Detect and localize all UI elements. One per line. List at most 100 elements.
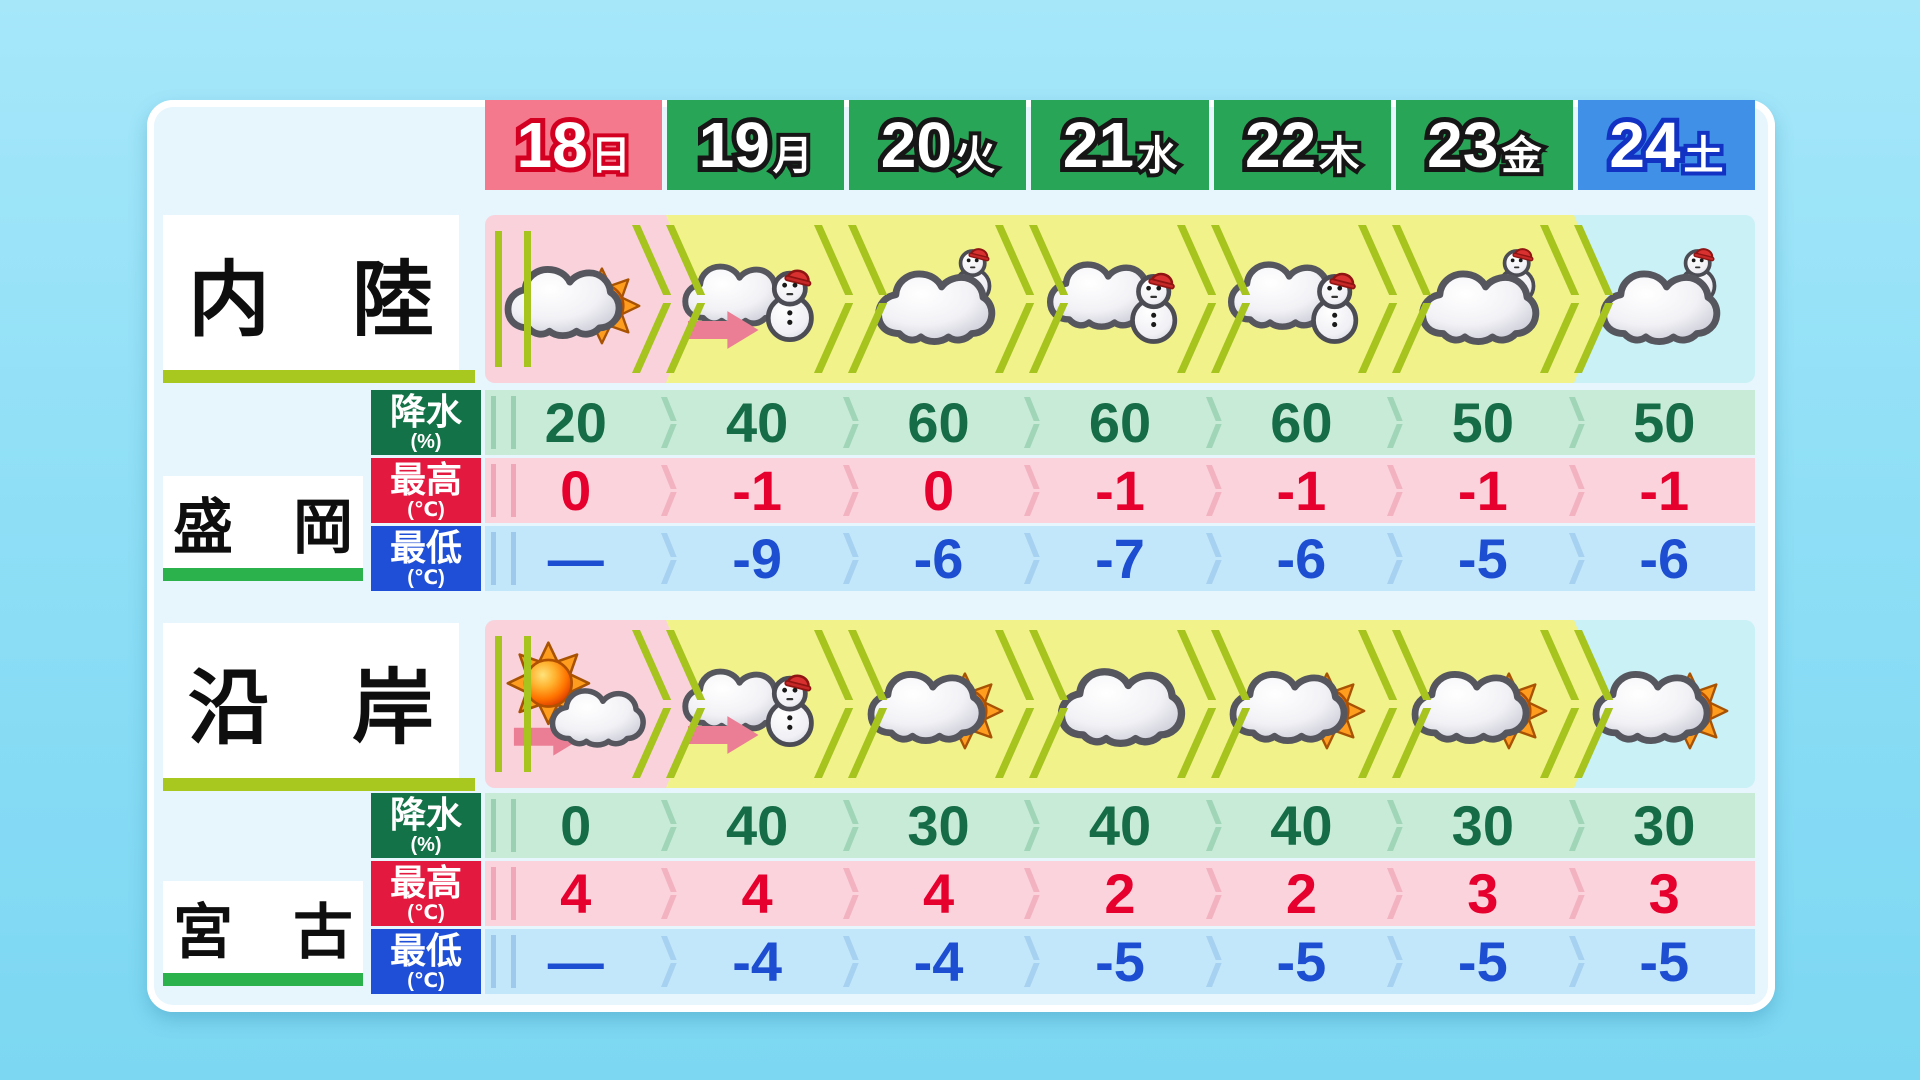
weather-icon-cell [1574,620,1755,788]
region-label-inland: 内 陸 [163,215,459,370]
cloud-with-snow-icon [1225,223,1377,375]
weather-icon-cell [1211,215,1392,383]
day-header-weekday: 21 水 [1031,100,1209,190]
date-header-row: 18 日 19 月 20 火 21 水 22 木 23 金 24 土 [485,100,1755,190]
value-cell: 30 [848,793,1029,858]
value-cell: -7 [1029,526,1210,591]
precip-value: 60 [1270,391,1333,454]
region-label-coast: 沿 岸 [163,623,459,778]
precip-row-morioka: 降水 (%) 20 40 60 60 60 50 50 [371,390,1755,455]
row-start-bars [495,636,531,772]
date-number: 20 [881,100,952,190]
weather-icon-row-coast [485,620,1755,788]
precip-value: 0 [560,794,592,857]
precip-value: 30 [907,794,970,857]
value-cell: -1 [666,458,847,523]
row-start-bars [491,532,516,585]
value-cell: -1 [1392,458,1573,523]
high-temp-value: 0 [560,459,592,522]
day-of-week: 火 [955,136,995,176]
value-cell: 20 [485,390,666,455]
forecast-panel: 18 日 19 月 20 火 21 水 22 木 23 金 24 土 内 陸 [147,100,1775,1012]
cloud-icon [1044,628,1196,780]
precip-value: 50 [1633,391,1696,454]
value-cell: 30 [1392,793,1573,858]
cloud-with-snow-icon [863,223,1015,375]
region-name: 内 陸 [187,255,434,346]
cloud-later-snow-icon [681,628,833,780]
value-cell: -6 [1211,526,1392,591]
row-start-bars [491,396,516,449]
value-cell: -4 [848,929,1029,994]
weather-icon-cell [848,620,1029,788]
weather-icon-cell [485,215,666,383]
value-cell: -4 [666,929,847,994]
value-cell: 3 [1574,861,1755,926]
city-underline [163,973,363,986]
precip-value: 20 [544,391,607,454]
low-temp-value: -4 [732,930,783,993]
day-header-weekday: 23 金 [1395,100,1573,190]
chip-unit: (℃) [407,566,445,589]
weather-icon-cell [666,620,847,788]
high-temp-value: 4 [922,862,955,925]
date-number: 21 [1063,100,1134,190]
value-cell: 40 [1211,793,1392,858]
row-start-bars [491,867,516,920]
value-cell: -1 [1574,458,1755,523]
low-temp-chip: 最低 (℃) [371,929,481,994]
precip-value: 30 [1451,794,1514,857]
low-temp-value: -5 [1457,527,1508,590]
precip-chip: 降水 (%) [371,793,481,858]
low-temp-value: — [547,527,604,590]
chip-unit: (℃) [407,498,445,521]
value-cell: -9 [666,526,847,591]
high-temp-value: 2 [1104,862,1136,925]
high-temp-value: -1 [1639,459,1690,522]
day-of-week: 木 [1319,136,1359,176]
region-name: 沿 岸 [187,663,434,754]
day-header-sunday: 18 日 [485,100,663,190]
chip-label: 最低 [389,929,462,971]
cloud-partly-sun-icon [1588,628,1740,780]
high-temp-value: -1 [732,459,783,522]
high-temp-chip: 最高 (℃) [371,458,481,523]
chip-label: 最高 [389,458,462,500]
value-cell: 3 [1392,861,1573,926]
date-number: 22 [1245,100,1316,190]
value-cell: 40 [666,793,847,858]
value-cell: 50 [1574,390,1755,455]
value-cell: -6 [848,526,1029,591]
date-number: 18 [516,100,587,190]
region-underline [163,778,475,791]
value-cell: 0 [485,793,666,858]
day-of-week: 水 [1137,136,1177,176]
high-temp-chip: 最高 (℃) [371,861,481,926]
high-temp-row-morioka: 最高 (℃) 0 -1 0 -1 -1 -1 -1 [371,458,1755,523]
row-start-bars [491,799,516,852]
date-number: 24 [1609,100,1680,190]
chip-unit: (%) [410,430,442,453]
value-cell: -1 [1029,458,1210,523]
cloud-then-sun-icon [500,223,652,375]
precip-value: 60 [907,391,970,454]
low-temp-value: -5 [1276,930,1327,993]
precip-row-miyako: 降水 (%) 0 40 30 40 40 30 30 [371,793,1755,858]
low-temp-value: — [547,930,604,993]
weather-icon-cell [1029,620,1210,788]
city-name: 盛 岡 [173,493,353,561]
precip-value: 40 [725,391,789,454]
precip-value: 30 [1633,794,1696,857]
high-temp-value: 2 [1285,862,1317,925]
region-underline [163,370,475,383]
high-temp-value: -1 [1457,459,1508,522]
low-temp-value: -7 [1095,527,1145,590]
weather-icon-cell [1392,215,1573,383]
low-temp-row-miyako: 最低 (℃) — -4 -4 -5 -5 -5 -5 [371,929,1755,994]
low-temp-value: -5 [1639,930,1690,993]
sun-later-cloud-icon [500,628,652,780]
precip-value: 50 [1451,391,1514,454]
value-cell: 30 [1574,793,1755,858]
precip-value: 40 [1270,794,1333,857]
city-label-miyako: 宮 古 [163,881,363,973]
